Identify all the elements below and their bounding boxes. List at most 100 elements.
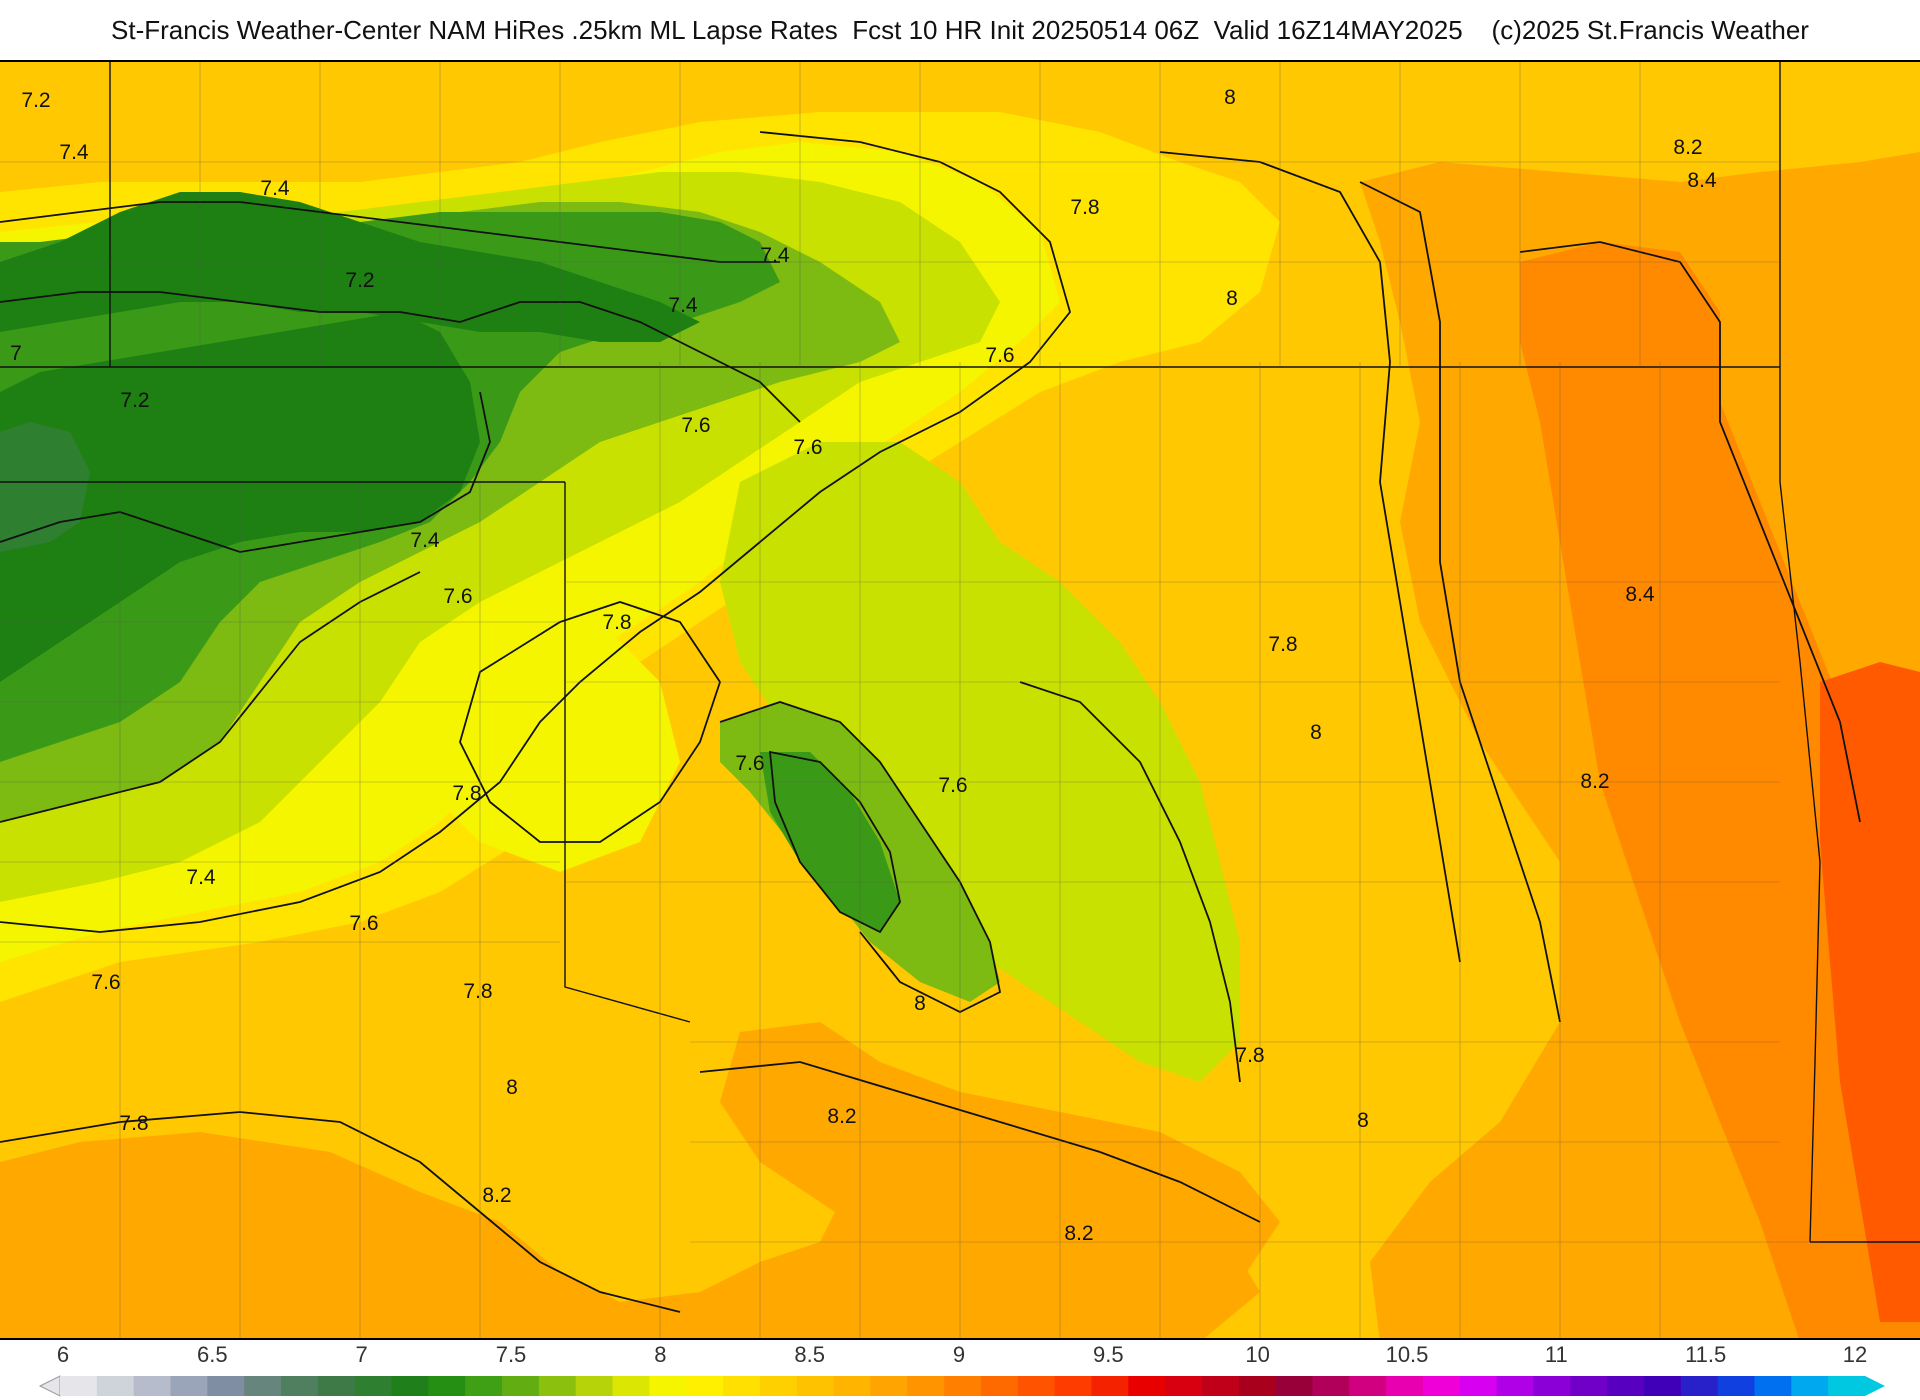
- contour-label: 8.4: [1625, 583, 1655, 606]
- colorbar-swatch: [96, 1376, 135, 1396]
- contour-label: 8: [1357, 1109, 1369, 1132]
- colorbar-swatch: [1459, 1376, 1498, 1396]
- colorbar-swatch: [1533, 1376, 1571, 1396]
- colorbar-swatch: [1717, 1376, 1755, 1396]
- colorbar-swatch: [907, 1376, 945, 1396]
- colorbar-swatch: [391, 1376, 429, 1396]
- colorbar-swatch: [796, 1376, 835, 1396]
- colorbar-swatch: [428, 1376, 466, 1396]
- colorbar-swatch: [1238, 1376, 1277, 1396]
- field-8.4-east: [1520, 242, 1920, 1338]
- colorbar-swatch: [1017, 1376, 1056, 1396]
- colorbar-tick-label: 7: [355, 1342, 368, 1367]
- colorbar-swatch: [1570, 1376, 1608, 1396]
- colorbar-swatch: [1201, 1376, 1240, 1396]
- colorbar-swatch: [1128, 1376, 1166, 1396]
- colorbar-swatch: [575, 1376, 614, 1396]
- colorbar-swatch: [1828, 1376, 1866, 1396]
- colorbar-swatch: [1422, 1376, 1461, 1396]
- field-8.6-east: [1820, 662, 1920, 1322]
- contour-label: 8: [1224, 86, 1236, 109]
- colorbar-swatch: [281, 1376, 319, 1396]
- colorbar-max-arrow: [1865, 1376, 1885, 1396]
- colorbar-swatch: [1275, 1376, 1313, 1396]
- colorbar-swatch: [723, 1376, 761, 1396]
- colorbar-swatch: [60, 1376, 98, 1396]
- colorbar-tick-label: 6: [56, 1342, 70, 1367]
- colorbar-swatch: [1312, 1376, 1350, 1396]
- field-6.8-nw: [0, 422, 90, 552]
- contour-label: 7.6: [985, 344, 1014, 367]
- colorbar-swatch: [1054, 1376, 1092, 1396]
- contour-label: 7.8: [1070, 196, 1099, 219]
- contour-label: 7.6: [938, 774, 967, 797]
- map-canvas: 7.2 7.4 7.4 7.2 7.4 7.4 7.8 8 8.2 8.4 7 7.2 7.6 7.6 7.…: [0, 62, 1920, 1338]
- colorbar-min-arrow: [38, 1375, 61, 1397]
- contour-label: 7: [10, 342, 22, 365]
- contour-label: 7.4: [668, 294, 698, 317]
- colorbar-swatch: [1496, 1376, 1534, 1396]
- contour-label: 7.8: [119, 1112, 148, 1135]
- contour-label: 7.4: [186, 866, 216, 889]
- colorbar-tick-label: 7.5: [495, 1342, 527, 1367]
- contour-label: 7.6: [349, 912, 378, 935]
- colorbar-swatch: [759, 1376, 798, 1396]
- contour-label: 7.8: [463, 980, 492, 1003]
- contour-labels: 7.2 7.4 7.4 7.2 7.4 7.4 7.8 8 8.2 8.4 7 7.2 7.6 7.6 7.…: [10, 86, 1717, 1245]
- colorbar-swatch: [170, 1376, 208, 1396]
- field-7.2-central-cell: [760, 752, 900, 932]
- lapse-rate-map[interactable]: 7.2 7.4 7.4 7.2 7.4 7.4 7.8 8 8.2 8.4 7 7.2 7.6 7.6 7.…: [0, 60, 1920, 1340]
- contour-label: 8: [506, 1076, 518, 1099]
- colorbar-swatch: [980, 1376, 1019, 1396]
- contour-label: 8: [1226, 287, 1238, 310]
- colorbar-tick-label: 9: [952, 1342, 966, 1367]
- contour-label: 7.4: [59, 141, 89, 164]
- colorbar-tick-label: 11: [1544, 1342, 1568, 1367]
- contour-label: 7.8: [1235, 1044, 1264, 1067]
- colorbar-swatch: [1091, 1376, 1129, 1396]
- state-boundaries: [0, 62, 1920, 1243]
- colorbar-swatch: [207, 1376, 245, 1396]
- colorbar-tick-label: 11.5: [1685, 1342, 1727, 1367]
- contour-label: 7.6: [793, 436, 822, 459]
- colorbar-swatch: [133, 1376, 172, 1396]
- field-7.8-west-pocket: [390, 582, 680, 872]
- contour-label: 8: [914, 992, 926, 1015]
- colorbar-swatch: [465, 1376, 503, 1396]
- colorbar-tick-label: 6.5: [197, 1342, 228, 1367]
- contour-label: 7.4: [260, 177, 290, 200]
- colorbar-swatch: [244, 1376, 282, 1396]
- colorbar-swatch: [833, 1376, 871, 1396]
- colorbar-swatch: [612, 1376, 650, 1396]
- contour-label: 7.2: [120, 389, 149, 412]
- contour-label: 8.2: [1064, 1222, 1093, 1245]
- field-7.6-central: [720, 442, 1240, 1082]
- contour-lines: [0, 131, 1861, 1313]
- contour-label: 8.2: [482, 1184, 511, 1207]
- contour-label: 7.4: [410, 529, 440, 552]
- contour-label: 8.2: [1673, 136, 1702, 159]
- colorbar-tick-label: 10.5: [1385, 1342, 1429, 1367]
- contour-label: 7.8: [1268, 633, 1297, 656]
- colorbar-swatch: [1386, 1376, 1424, 1396]
- colorbar-swatch: [649, 1376, 687, 1396]
- colorbar-swatch: [1349, 1376, 1387, 1396]
- contour-label: 7.6: [735, 752, 764, 775]
- contour-label: 7.6: [91, 971, 120, 994]
- contour-label: 7.8: [452, 782, 481, 805]
- field-7.0-north: [0, 192, 700, 342]
- colorbar-swatch: [944, 1376, 982, 1396]
- colorbar-swatch: [317, 1376, 356, 1396]
- contour-label: 7.2: [345, 269, 374, 292]
- colorbar-swatch: [1680, 1376, 1719, 1396]
- colorbar-swatch: [870, 1376, 908, 1396]
- county-lines: [0, 62, 1810, 1338]
- colorbar-scale: [38, 1375, 1885, 1397]
- colorbar-swatch: [1791, 1376, 1829, 1396]
- colorbar-swatch: [354, 1376, 393, 1396]
- contour-label: 7.2: [21, 89, 50, 112]
- colorbar-tick-label: 12: [1842, 1342, 1868, 1367]
- colorbar-swatch: [1607, 1376, 1645, 1396]
- colorbar-tick-label: 10: [1245, 1342, 1270, 1367]
- contour-label: 8.2: [1580, 770, 1609, 793]
